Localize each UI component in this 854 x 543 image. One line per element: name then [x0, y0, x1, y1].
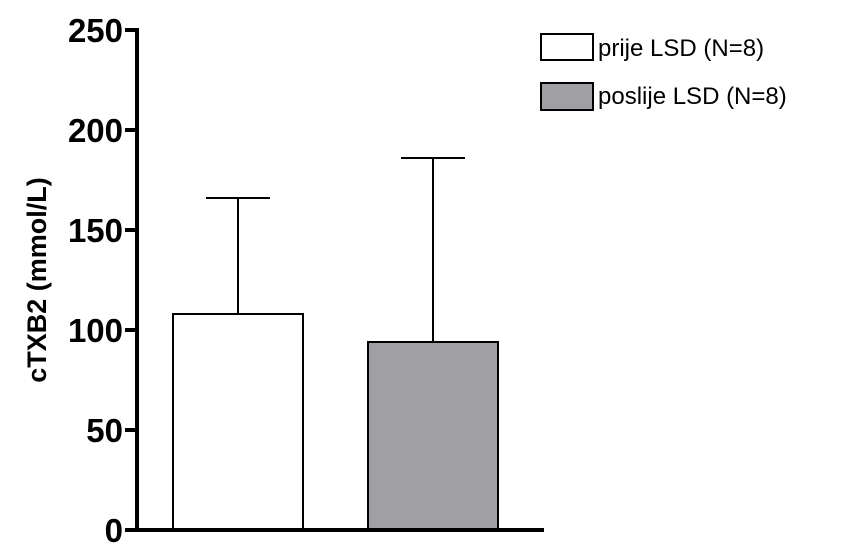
y-tick-label: 50 — [86, 412, 123, 449]
legend-swatch-poslije — [540, 82, 594, 111]
legend-label-prije: prije LSD (N=8) — [598, 35, 764, 62]
bar — [172, 313, 304, 531]
bar — [367, 341, 499, 531]
legend-item-poslije: poslije LSD (N=8) — [540, 82, 787, 111]
legend: prije LSD (N=8) poslije LSD (N=8) — [540, 33, 787, 111]
y-tick-label: 150 — [68, 212, 123, 249]
y-axis-title: cTXB2 (mmol/L) — [22, 177, 52, 383]
legend-label-poslije: poslije LSD (N=8) — [598, 83, 787, 110]
y-tick-label: 0 — [105, 512, 123, 543]
y-tick-label: 100 — [68, 312, 123, 349]
legend-swatch-prije — [540, 33, 594, 61]
y-tick-label: 250 — [68, 12, 123, 49]
legend-item-prije: prije LSD (N=8) — [540, 33, 764, 62]
y-axis-ticks: 0 50 100 150 200 250 — [68, 12, 137, 543]
y-tick-label: 200 — [68, 112, 123, 149]
bars-group — [172, 157, 499, 531]
